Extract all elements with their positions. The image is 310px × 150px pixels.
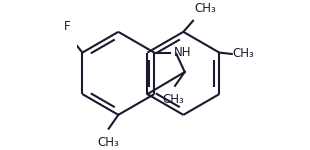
Text: CH₃: CH₃ xyxy=(232,48,254,60)
Text: CH₃: CH₃ xyxy=(194,2,216,15)
Text: NH: NH xyxy=(174,46,192,59)
Text: F: F xyxy=(64,20,70,33)
Text: CH₃: CH₃ xyxy=(97,136,119,149)
Text: CH₃: CH₃ xyxy=(163,93,184,106)
